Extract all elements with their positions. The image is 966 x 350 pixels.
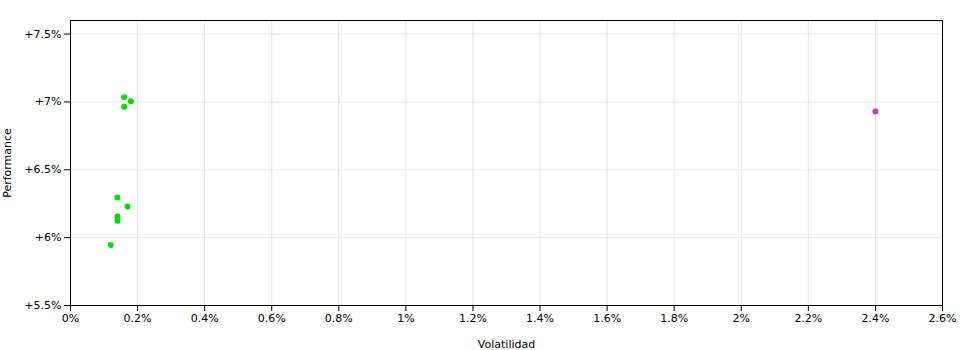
svg-text:Volatilidad: Volatilidad bbox=[478, 338, 535, 350]
svg-text:2.2%: 2.2% bbox=[794, 312, 822, 325]
svg-text:0.8%: 0.8% bbox=[325, 312, 353, 325]
svg-text:1.2%: 1.2% bbox=[459, 312, 487, 325]
svg-text:0%: 0% bbox=[62, 312, 79, 325]
svg-text:+7.5%: +7.5% bbox=[24, 28, 61, 41]
svg-text:1.4%: 1.4% bbox=[526, 312, 554, 325]
svg-text:1.8%: 1.8% bbox=[660, 312, 688, 325]
svg-text:2.6%: 2.6% bbox=[929, 312, 957, 325]
svg-text:+5.5%: +5.5% bbox=[24, 299, 61, 312]
svg-text:+6.5%: +6.5% bbox=[24, 163, 61, 176]
svg-text:0.4%: 0.4% bbox=[191, 312, 219, 325]
svg-text:1%: 1% bbox=[397, 312, 414, 325]
svg-text:1.6%: 1.6% bbox=[593, 312, 621, 325]
svg-text:Performance: Performance bbox=[1, 128, 14, 198]
svg-text:+6%: +6% bbox=[35, 231, 62, 244]
svg-text:2.4%: 2.4% bbox=[861, 312, 889, 325]
svg-text:+7%: +7% bbox=[35, 95, 62, 108]
svg-text:0.2%: 0.2% bbox=[124, 312, 152, 325]
svg-text:0.6%: 0.6% bbox=[258, 312, 286, 325]
svg-text:2%: 2% bbox=[733, 312, 750, 325]
